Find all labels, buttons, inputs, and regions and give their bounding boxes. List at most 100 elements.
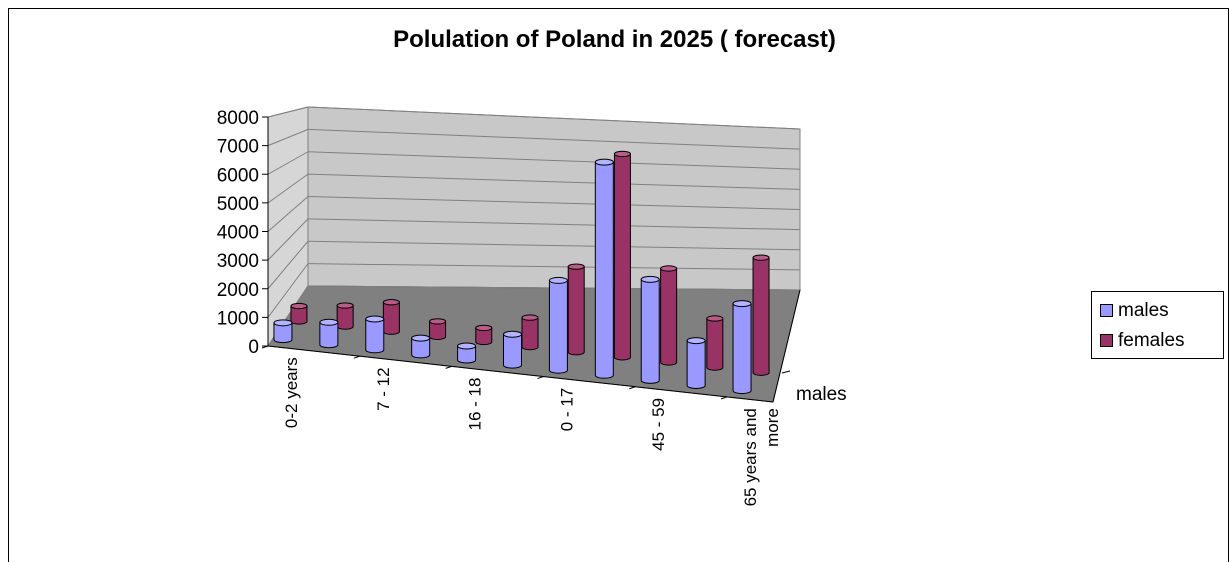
x-axis: 0-2 years 7 - 12 16 - 18 0 - 17 45 - 59 65 ye… [261, 289, 847, 506]
x-tick-mark [537, 376, 544, 380]
x-tick-label: 45 - 59 [649, 398, 668, 451]
gridline [307, 196, 801, 210]
bar-females-6-body [567, 266, 585, 356]
legend-swatch-females [1100, 334, 1113, 348]
gridline [307, 240, 801, 251]
bar-females-7-top [613, 150, 631, 158]
chart-title: Polulation of Poland in 2025 ( forecast) [393, 26, 836, 53]
gridline [307, 128, 801, 150]
gridline-side [267, 263, 309, 318]
x-tick-mark [445, 365, 452, 369]
y-tick-label: 3000 [217, 251, 259, 272]
gridline-side [267, 196, 309, 232]
x-tick-label: 0-2 years [282, 357, 301, 428]
bar-males-7-body [594, 161, 614, 379]
bar-females-1 [336, 302, 354, 330]
bar-males-8-top [640, 275, 660, 283]
bar-females-9-body [706, 317, 724, 371]
legend-label-females: females [1118, 330, 1185, 351]
x-tick-mark [629, 386, 636, 390]
bar-males-3 [411, 334, 431, 359]
bar-females-2-top [382, 299, 400, 306]
bar-males-10-top [732, 300, 752, 308]
legend-label-males: males [1118, 300, 1169, 321]
bar-males-6 [548, 276, 568, 374]
depth-tick-mark [781, 370, 791, 374]
bar-males-10-body [732, 303, 752, 395]
bar-males-3-body [411, 337, 431, 359]
bar-males-9-body [686, 340, 706, 389]
x-tick-label: 7 - 12 [374, 367, 393, 410]
bar-females-7-body [613, 153, 631, 361]
gridline [307, 218, 801, 231]
bar-males-7-top [594, 158, 614, 166]
gridline [307, 263, 801, 271]
x-axis-line [267, 345, 774, 403]
y-tick-label: 6000 [217, 165, 259, 186]
bar-females-8-body [660, 267, 678, 366]
bar-males-4 [457, 342, 477, 364]
bar-females-6 [567, 263, 585, 356]
bar-males-7 [594, 158, 614, 379]
bar-females-6-top [567, 263, 585, 270]
bar-males-6-top [548, 276, 568, 284]
x-tick-mark [261, 345, 269, 349]
bar-females-4-top [475, 324, 493, 332]
bar-females-8-top [660, 265, 678, 272]
bar-females-10 [752, 254, 770, 376]
gridline [307, 106, 801, 130]
x-tick-label: 16 - 18 [466, 378, 485, 431]
bar-females-7 [613, 150, 631, 361]
y-tick-label: 7000 [217, 137, 259, 158]
bar-males-1 [319, 318, 339, 349]
depth-axis-label: males [796, 384, 847, 405]
gridline-side [267, 128, 309, 147]
gridline [307, 151, 801, 170]
bar-males-2-body [365, 318, 385, 354]
bar-males-0-body [273, 322, 293, 344]
y-tick-label: 5000 [217, 194, 259, 215]
bar-females-3-top [429, 318, 447, 325]
bar-females-4-body [475, 327, 493, 346]
gridline-side [267, 173, 309, 204]
bar-males-3-top [411, 334, 431, 342]
bars [273, 150, 770, 395]
bar-males-2 [365, 315, 385, 354]
bar-females-5 [521, 314, 539, 351]
gridlines [267, 106, 801, 347]
legend-item-males: males [1100, 300, 1169, 322]
gridline-side [267, 151, 309, 175]
legend-item-females: females [1100, 330, 1185, 352]
bar-males-8-body [640, 278, 660, 384]
bar-females-5-body [521, 317, 539, 351]
y-tick-label: 2000 [217, 280, 259, 301]
y-tick-label: 0 [248, 337, 259, 358]
gridline-side [267, 240, 309, 290]
bar-females-5-top [521, 314, 539, 321]
bar-males-0 [273, 319, 293, 344]
bar-females-1-top [336, 302, 354, 309]
bar-males-0-top [273, 319, 293, 327]
bar-males-5-body [503, 333, 522, 369]
bar-males-5-top [503, 330, 522, 338]
gridline-side [267, 218, 309, 261]
depth-axis-line [772, 289, 801, 403]
bar-males-9 [686, 337, 706, 389]
bar-males-1-body [319, 321, 339, 349]
bar-females-1-body [336, 305, 354, 330]
bar-females-2 [382, 299, 400, 335]
bar-males-6-body [548, 279, 568, 374]
gridline [307, 173, 801, 190]
bar-males-9-top [686, 337, 706, 345]
bar-females-10-top [752, 254, 770, 261]
bar-males-4-top [457, 342, 477, 350]
y-axis: 0 1000 2000 3000 4000 5000 6000 7000 8000 [217, 108, 269, 358]
x-tick-label: 0 - 17 [557, 388, 576, 431]
bar-females-3 [429, 318, 447, 340]
x-tick-mark [353, 355, 360, 359]
bar-females-4 [475, 324, 493, 346]
y-tick-label: 4000 [217, 223, 259, 244]
bar-males-4-body [457, 345, 477, 364]
bar-males-2-top [365, 315, 385, 323]
